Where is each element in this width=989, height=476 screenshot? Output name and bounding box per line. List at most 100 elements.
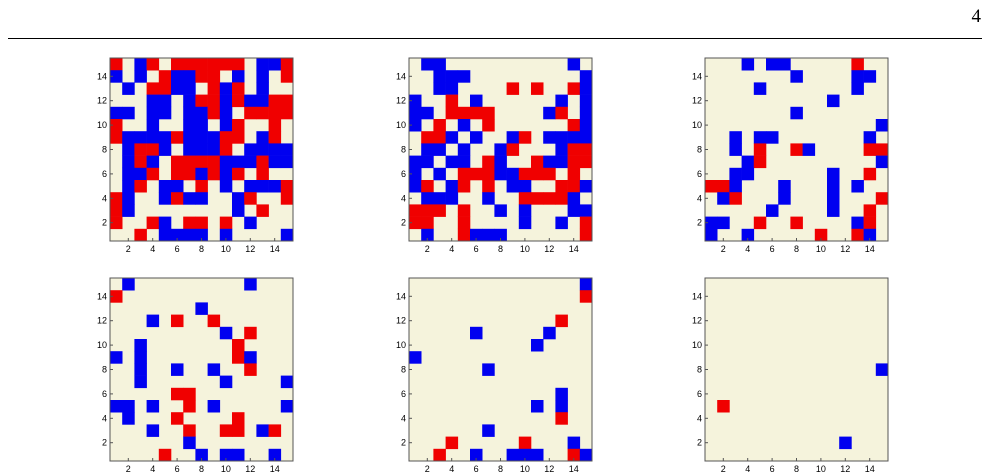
red-cell (875, 143, 889, 156)
blue-cell (110, 70, 123, 83)
blue-cell (875, 155, 889, 169)
blue-cell (219, 82, 233, 95)
y-tick-label: 2 (102, 218, 107, 228)
blue-cell (531, 448, 544, 462)
red-cell (146, 82, 160, 95)
plot-background (409, 278, 592, 461)
blue-cell (778, 58, 791, 71)
blue-cell (445, 155, 459, 169)
blue-cell (134, 351, 147, 364)
x-tick-label: 10 (520, 464, 530, 474)
red-cell (195, 216, 208, 230)
y-tick-label: 14 (396, 71, 406, 81)
header-rule (8, 38, 982, 39)
x-tick-label: 8 (794, 244, 799, 254)
blue-cell (268, 180, 282, 193)
red-cell (280, 94, 294, 108)
blue-cell (146, 424, 160, 437)
blue-cell (579, 119, 593, 132)
blue-cell (219, 448, 233, 462)
blue-cell (470, 131, 483, 144)
red-cell (244, 106, 257, 120)
blue-cell (579, 448, 593, 462)
x-tick-label: 2 (425, 244, 430, 254)
red-cell (219, 58, 233, 71)
x-tick-label: 12 (245, 244, 255, 254)
red-cell (134, 180, 147, 193)
y-tick-label: 2 (697, 218, 702, 228)
blue-cell (470, 228, 483, 242)
x-tick-label: 6 (175, 244, 180, 254)
x-tick-label: 8 (498, 464, 503, 474)
heatmap-bottom-left: 2 4 6 8 10 12 14 2 4 6 8 10 12 14 (97, 277, 294, 474)
red-cell (219, 424, 233, 437)
red-cell (110, 119, 123, 132)
y-tick-label: 12 (396, 316, 406, 326)
blue-cell (705, 228, 718, 242)
blue-cell (717, 192, 730, 205)
y-tick-label: 4 (401, 413, 406, 423)
blue-cell (195, 131, 208, 144)
red-cell (207, 82, 221, 95)
blue-cell (171, 363, 184, 376)
blue-cell (409, 119, 422, 132)
red-cell (268, 106, 282, 120)
blue-cell (122, 412, 135, 425)
x-tick-label: 2 (721, 244, 726, 254)
red-cell (421, 204, 434, 217)
red-cell (183, 424, 196, 437)
blue-cell (470, 448, 483, 462)
blue-cell (421, 155, 434, 169)
blue-cell (256, 70, 269, 83)
blue-cell (482, 228, 495, 242)
red-cell (110, 131, 123, 144)
blue-cell (183, 94, 196, 108)
y-tick-label: 14 (692, 71, 702, 81)
red-cell (531, 192, 544, 205)
red-cell (851, 228, 864, 242)
red-cell (457, 204, 471, 217)
blue-cell (506, 180, 520, 193)
red-cell (232, 82, 245, 95)
red-cell (146, 167, 160, 181)
y-tick-label: 10 (97, 120, 107, 130)
y-tick-label: 12 (692, 316, 702, 326)
red-cell (531, 155, 544, 169)
blue-cell (827, 180, 840, 193)
red-cell (470, 106, 483, 120)
blue-cell (122, 204, 135, 217)
x-tick-label: 12 (544, 244, 554, 254)
red-cell (244, 326, 257, 340)
blue-cell (729, 143, 742, 156)
blue-cell (134, 70, 147, 83)
red-cell (531, 167, 544, 181)
blue-cell (851, 216, 864, 230)
blue-cell (207, 143, 221, 156)
blue-cell (183, 436, 196, 450)
x-tick-label: 14 (569, 464, 579, 474)
red-cell (579, 155, 593, 169)
red-cell (171, 387, 184, 401)
red-cell (183, 167, 196, 181)
blue-cell (457, 119, 471, 132)
blue-cell (232, 204, 245, 217)
blue-cell (409, 94, 422, 108)
blue-cell (827, 192, 840, 205)
blue-cell (171, 180, 184, 193)
red-cell (195, 180, 208, 193)
red-cell (110, 204, 123, 217)
x-tick-label: 12 (544, 464, 554, 474)
blue-cell (183, 228, 196, 242)
blue-cell (244, 180, 257, 193)
red-cell (146, 143, 160, 156)
red-cell (790, 143, 803, 156)
blue-cell (543, 106, 556, 120)
red-cell (195, 70, 208, 83)
blue-cell (543, 131, 556, 144)
red-cell (433, 119, 446, 132)
blue-cell (256, 143, 269, 156)
blue-cell (244, 216, 257, 230)
blue-cell (146, 106, 160, 120)
red-cell (506, 143, 520, 156)
blue-cell (195, 143, 208, 156)
